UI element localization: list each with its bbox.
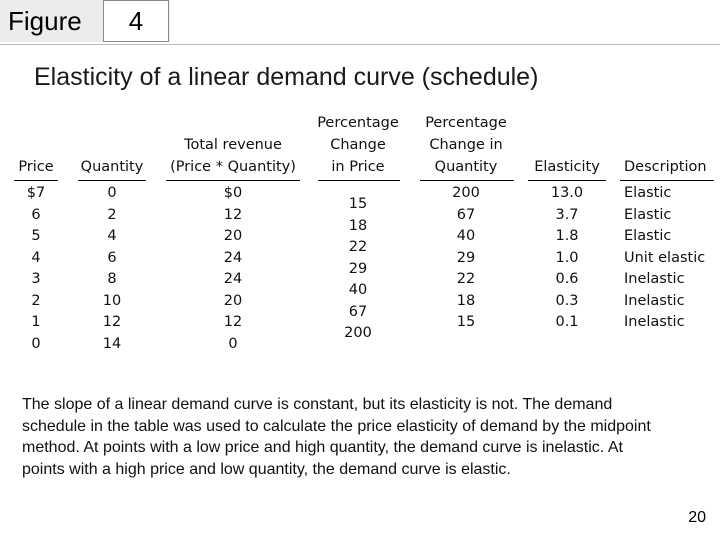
revenue-header-rule [166,180,300,181]
quantity-cells: 0 2 4 6 8 10 12 14 [72,183,152,355]
revenue-header-line: Total revenue [184,137,282,153]
revenue-cell: $0 [223,185,243,201]
elasticity-cell: 0.6 [555,271,579,287]
description-cells: Elastic Elastic Elastic Unit elastic Ine… [624,183,718,334]
revenue-cell: 24 [223,271,243,287]
quantity-cell: 0 [107,185,117,201]
revenue-cell: 0 [228,335,238,352]
page-number: 20 [688,509,706,526]
slide-title: Elasticity of a linear demand curve (sch… [34,63,539,91]
quantity-cell: 12 [102,314,122,330]
pct-quantity-cell: 40 [456,228,476,244]
description-cell: Elastic [624,206,672,223]
revenue-cells: $0 12 20 24 24 20 12 0 [160,183,306,355]
elasticity-cell: 1.0 [555,249,579,266]
quantity-header-rule [78,180,146,181]
price-header-line: Price [18,159,54,175]
pct-price-header-line: Percentage [317,115,399,131]
revenue-cell: 20 [223,292,243,309]
pct-price-cells: 15 18 22 29 40 67 200 [312,194,404,345]
figure-number: 4 [103,0,169,42]
quantity-cell: 2 [107,206,117,223]
pct-price-cell: 200 [344,325,372,341]
revenue-cell: 12 [223,206,243,223]
elasticity-cell: 13.0 [550,185,584,201]
quantity-cell: 6 [107,249,117,266]
elasticity-cell: 3.7 [555,206,579,223]
pct-price-cell: 67 [348,303,368,320]
pct-quantity-cell: 18 [456,292,476,309]
description-cell: Inelastic [624,292,685,309]
description-header-rule [620,180,714,181]
price-cell: 0 [31,335,41,352]
pct-quantity-header: Percentage Change in Quantity [414,112,518,178]
pct-quantity-cell: 15 [456,314,476,330]
pct-price-header-line: Change [330,137,386,153]
pct-quantity-cell: 67 [456,206,476,223]
description-cell: Elastic [624,228,672,244]
price-cell: $7 [26,185,46,201]
pct-price-cell: 29 [348,260,368,277]
elasticity-cells: 13.0 3.7 1.8 1.0 0.6 0.3 0.1 [522,183,612,334]
elasticity-table: Price $7 6 5 4 3 2 1 0 Quantity 0 2 4 6 … [0,108,720,368]
description-header-line: Description [624,159,707,175]
price-cell: 6 [31,206,41,223]
price-cell: 3 [31,271,41,287]
elasticity-header-line: Elasticity [534,159,600,175]
revenue-cell: 24 [223,249,243,266]
price-cells: $7 6 5 4 3 2 1 0 [8,183,64,355]
quantity-cell: 8 [107,271,117,287]
description-cell: Elastic [624,185,672,201]
elasticity-header: Elasticity [522,156,612,178]
pct-quantity-cell: 22 [456,271,476,287]
quantity-header-line: Quantity [80,159,144,175]
description-cell: Unit elastic [624,249,706,266]
elasticity-cell: 0.1 [555,314,579,330]
price-cell: 5 [31,228,41,244]
pct-quantity-cell: 200 [452,185,480,201]
quantity-header: Quantity [72,156,152,178]
description-cell: Inelastic [624,271,685,287]
revenue-cell: 20 [223,228,243,244]
quantity-cell: 10 [102,292,122,309]
pct-price-cell: 22 [348,239,368,255]
pct-price-cell: 40 [348,282,368,298]
elasticity-cell: 0.3 [555,292,579,309]
header-divider [0,44,720,45]
quantity-cell: 14 [102,335,122,352]
elasticity-header-rule [528,180,606,181]
figure-caption: The slope of a linear demand curve is co… [22,396,651,478]
price-cell: 2 [31,292,41,309]
pct-quantity-cell: 29 [456,249,476,266]
price-header-rule [14,180,58,181]
pct-price-header-rule [318,180,400,181]
pct-price-header-line: in Price [331,159,385,175]
revenue-header-line: (Price * Quantity) [170,159,296,175]
pct-quantity-header-line: Percentage [425,115,507,131]
quantity-cell: 4 [107,228,117,244]
description-cell: Inelastic [624,314,685,330]
pct-quantity-header-rule [420,180,514,181]
price-header: Price [8,156,64,178]
revenue-cell: 12 [223,314,243,330]
pct-price-cell: 18 [348,217,368,234]
elasticity-cell: 1.8 [555,228,579,244]
pct-quantity-cells: 200 67 40 29 22 18 15 [414,183,518,334]
pct-price-header: Percentage Change in Price [312,112,404,178]
revenue-header: Total revenue (Price * Quantity) [160,134,306,178]
figure-label: Figure [8,6,82,36]
pct-quantity-header-line: Quantity [434,159,498,175]
pct-quantity-header-line: Change in [429,137,503,153]
description-header: Description [624,156,718,178]
price-cell: 4 [31,249,41,266]
pct-price-cell: 15 [348,196,368,212]
price-cell: 1 [31,314,41,330]
